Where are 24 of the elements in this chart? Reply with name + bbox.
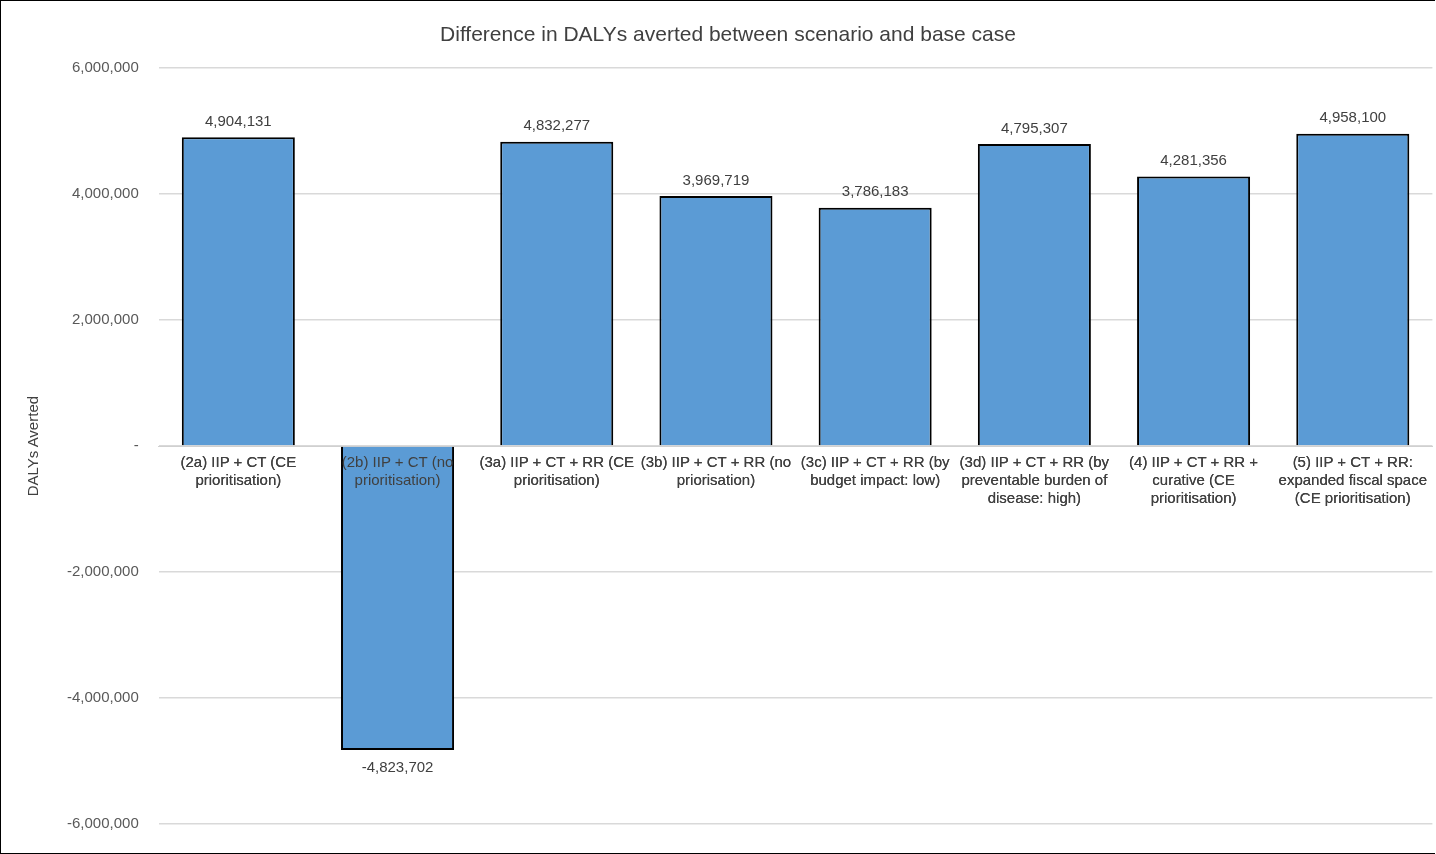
x-tick-label: (4) IIP + CT + RR + curative (CE prioritisation) [1129,453,1259,507]
y-axis-title: DALYs Averted [24,395,42,497]
x-tick-label: (3c) IIP + CT + RR (by budget impact: low) [800,453,950,489]
x-tick-label: (2a) IIP + CT (CE prioritisation) [180,453,297,489]
y-tick-label: 2,000,000 [71,310,139,328]
y-tick-label: -4,000,000 [66,688,139,706]
data-label: -4,823,702 [361,757,434,775]
data-label: 4,281,356 [1160,151,1227,169]
chart-title: Difference in DALYs averted between scenario and base case [440,22,1016,46]
data-label: 4,958,100 [1319,108,1387,126]
data-label: 4,795,307 [1001,118,1068,136]
x-tick-label: (3d) IIP + CT + RR (by preventable burden of disease: high) [959,453,1110,507]
x-tick-label: (5) IIP + CT + RR: expanded fiscal space (CE prioritisation) [1278,453,1427,507]
data-label: 4,832,277 [523,116,591,134]
data-label: 3,786,183 [841,182,909,200]
data-label: 3,969,719 [682,170,750,188]
x-tick-label: (3b) IIP + CT + RR (no priorisation) [640,453,792,489]
y-tick-label: 6,000,000 [71,58,139,76]
y-tick-label: -2,000,000 [66,562,139,580]
data-label: 4,904,131 [204,111,272,129]
y-tick-label: 4,000,000 [71,184,139,202]
y-tick-label: - [133,436,139,454]
x-tick-label: (3a) IIP + CT + RR (CE prioritisation) [479,453,634,489]
y-tick-label: -6,000,000 [66,814,139,832]
